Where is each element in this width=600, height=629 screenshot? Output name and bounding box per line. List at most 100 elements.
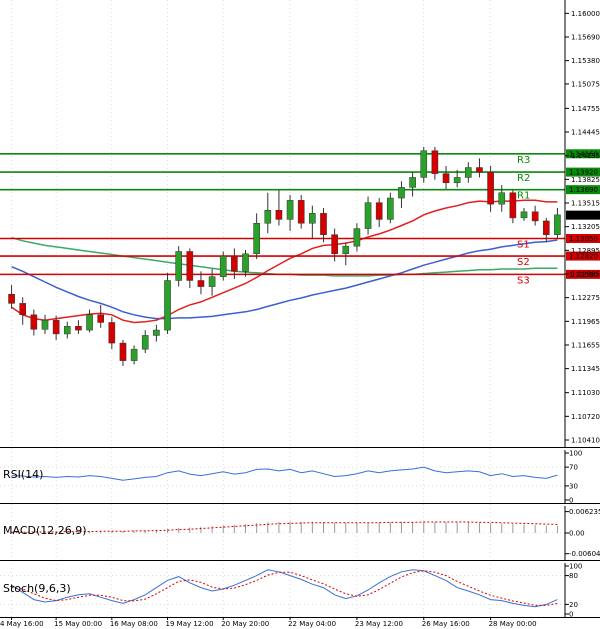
price-tick-label: 1.11345 (571, 365, 600, 373)
current-price-label: 1.13356 (569, 212, 598, 220)
price-tick-label: 1.15690 (571, 34, 600, 42)
osc-tick-label: 70 (569, 464, 578, 472)
candle-bear (431, 150, 439, 174)
pivot-price-label-r3: 1.14160 (569, 150, 598, 158)
price-tick-label: 1.13205 (571, 223, 600, 231)
price-tick-label: 1.10410 (571, 437, 600, 445)
price-tick-label: 1.13515 (571, 200, 600, 208)
candle-bull (364, 202, 372, 229)
pivot-name-s2: S2 (517, 257, 530, 268)
price-tick-label: 1.11965 (571, 318, 600, 326)
pivot-price-label-s3: 1.12580 (569, 271, 598, 279)
stoch-label: Stoch(9,6,3) (3, 582, 71, 595)
candle-bear (119, 342, 127, 361)
pivot-price-label-r1: 1.13690 (569, 186, 598, 194)
ma-red-line (11, 199, 558, 324)
price-axis: 1.16000 1.15690 1.15380 1.15075 1.14755 1.144… (565, 10, 600, 445)
candle-bear (531, 211, 539, 222)
candle-bull (387, 197, 394, 220)
rsi-label: RSI(14) (3, 468, 43, 481)
macd-signal-line (11, 521, 558, 533)
candle-bull (453, 177, 461, 184)
osc-tick-label: 0 (569, 497, 573, 505)
candle-bear (297, 200, 305, 224)
price-tick-label: 1.11030 (571, 389, 600, 397)
pivot-name-s3: S3 (517, 275, 530, 286)
candle-bull (208, 276, 216, 287)
candle-bear (30, 314, 38, 330)
candle-bull (86, 314, 93, 331)
current-price-box (566, 210, 600, 220)
price-tick-label: 1.15075 (571, 80, 600, 88)
osc-tick-label: 80 (569, 572, 578, 580)
price-tick-label: 1.12895 (571, 247, 600, 255)
candle-bull (219, 255, 227, 277)
candle-bull (253, 222, 260, 255)
osc-tick-label: 30 (569, 482, 578, 490)
candle-bull (342, 245, 350, 255)
candle-bull (554, 214, 561, 235)
pivot-name-s1: S1 (517, 240, 530, 251)
time-tick-label: 15 May 00:00 (54, 620, 102, 628)
candle-bear (52, 319, 60, 335)
candle-bull (520, 211, 528, 219)
time-tick-label: 19 May 12:00 (166, 620, 214, 628)
candle-bear (8, 293, 15, 304)
candle-bull (409, 177, 416, 188)
candle-bear (442, 173, 450, 184)
macd-panel: 0.006235 0.00 -0.006044 MACD(12,26,9) (0, 508, 600, 558)
candle-bear (197, 280, 205, 287)
ma-blue-line (11, 239, 558, 320)
osc-tick-label: 100 (569, 563, 582, 571)
pivot-price-box (566, 269, 600, 279)
pivot-price-box (566, 149, 600, 159)
candle-bear (231, 255, 238, 272)
osc-tick-label: -0.006044 (569, 550, 600, 558)
price-tick-label: 1.13825 (571, 176, 600, 184)
candle-bear (487, 171, 494, 205)
time-tick-label: 28 May 00:00 (489, 620, 537, 628)
price-tick-label: 1.14755 (571, 105, 600, 113)
candle-bear (19, 303, 27, 316)
time-tick-label: 26 May 16:00 (422, 620, 470, 628)
candle-bear (375, 202, 383, 220)
osc-tick-label: 20 (569, 601, 578, 609)
price-tick-label: 1.12275 (571, 294, 600, 302)
candle-bull (264, 210, 272, 224)
osc-tick-label: 0.00 (569, 530, 585, 538)
pivot-price-label-r2: 1.13920 (569, 169, 598, 177)
price-tick-label: 1.12585 (571, 270, 600, 278)
pivot-price-box (566, 167, 600, 177)
candle-bear (108, 322, 116, 344)
candle-bull (420, 150, 428, 178)
candle-bull (286, 200, 294, 220)
candle-bear (186, 251, 194, 281)
stoch-k-line (11, 569, 558, 608)
macd-label: MACD(12,26,9) (3, 524, 87, 537)
time-tick-label: 23 May 12:00 (355, 620, 403, 628)
candle-bull (309, 213, 316, 224)
pivot-price-box (566, 251, 600, 261)
time-tick-label: 20 May 20:00 (221, 620, 269, 628)
stoch-d-line (11, 570, 558, 606)
pivot-price-box (566, 185, 600, 195)
candle-bear (97, 314, 105, 323)
osc-tick-label: 0.006235 (569, 508, 600, 516)
price-tick-label: 1.16000 (571, 10, 600, 18)
candle-bull (464, 167, 472, 178)
pivot-price-label-s2: 1.12820 (569, 253, 598, 261)
candle-bull (175, 251, 182, 281)
pivot-name-r1: R1 (517, 191, 530, 202)
rsi-line (11, 466, 558, 481)
candle-bull (153, 329, 160, 336)
candle-bull (63, 326, 71, 335)
rsi-panel: 100 70 30 0 RSI(14) (0, 450, 582, 505)
candle-bull (141, 335, 149, 350)
candle-bull (130, 348, 138, 361)
candle-bull (353, 228, 361, 247)
price-tick-label: 1.10720 (571, 413, 600, 421)
candle-bear (509, 192, 517, 219)
candle-bear (331, 234, 338, 255)
